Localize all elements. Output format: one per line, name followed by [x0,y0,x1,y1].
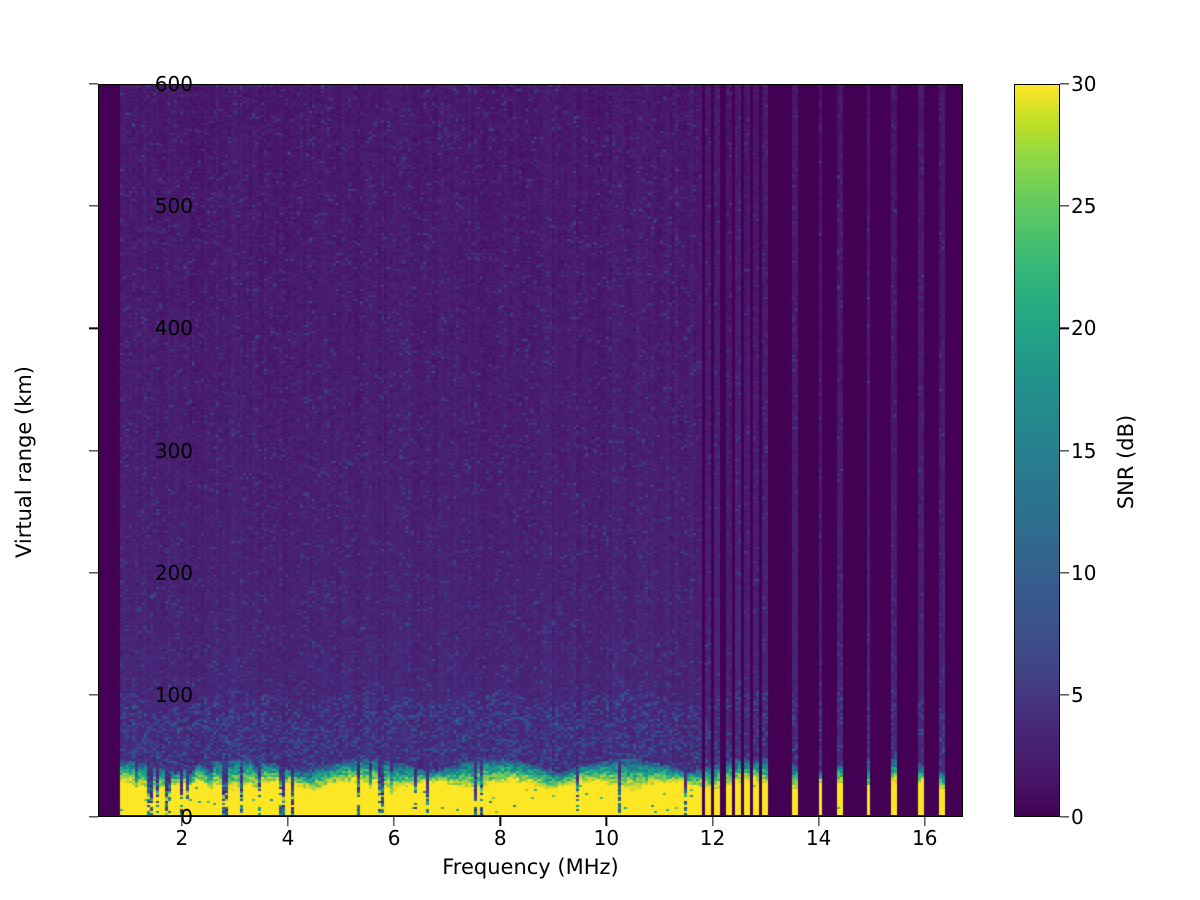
x-axis-label: Frequency (MHz) [442,855,619,879]
x-tick-mark [924,817,926,826]
colorbar-label: SNR (dB) [1114,414,1138,510]
colorbar-tick-mark [1060,816,1069,818]
x-tick-label: 16 [912,826,938,850]
x-tick-label: 10 [593,826,620,850]
colorbar-tick-mark [1060,694,1069,696]
x-tick-label: 8 [493,826,507,850]
y-axis-label: Virtual range (km) [12,365,36,559]
ionogram-plot-area [98,84,963,817]
ionogram-heatmap [99,85,961,815]
colorbar-tick-mark [1060,327,1069,329]
colorbar-gradient [1014,84,1060,817]
x-tick-mark [818,817,820,826]
colorbar-tick-label: 5 [1071,682,1084,707]
colorbar-tick-mark [1060,449,1069,452]
colorbar-tick-label: 20 [1071,316,1097,341]
x-tick-label: 6 [387,826,401,850]
x-tick-mark [499,817,501,826]
x-tick-mark [711,817,714,826]
x-tick-mark [605,817,608,826]
y-tick-label: 400 [154,316,193,341]
x-tick-mark [393,817,395,826]
y-tick-mark [89,449,98,452]
y-tick-mark [89,83,98,85]
y-tick-mark [89,572,98,574]
x-tick-label: 2 [175,826,189,850]
colorbar-tick-mark [1060,205,1069,207]
y-tick-label: 500 [154,194,193,219]
colorbar-tick-label: 10 [1071,560,1097,585]
x-tick-label: 4 [281,826,295,850]
colorbar-tick-mark [1060,572,1069,574]
y-tick-label: 200 [154,560,193,585]
colorbar-tick-label: 15 [1071,438,1097,463]
x-tick-mark [181,817,183,826]
colorbar-tick-label: 0 [1071,805,1084,829]
x-tick-label: 14 [805,826,832,850]
y-tick-mark [89,816,98,818]
y-tick-label: 600 [154,72,193,96]
y-tick-mark [89,694,98,696]
y-tick-label: 100 [154,682,193,707]
colorbar-tick-mark [1060,83,1069,85]
y-tick-mark [89,327,98,329]
y-tick-mark [89,205,98,207]
colorbar-tick-label: 30 [1071,72,1097,96]
y-tick-label: 0 [180,805,193,829]
y-tick-label: 300 [154,438,193,463]
x-tick-label: 12 [699,826,726,850]
colorbar-tick-label: 25 [1071,194,1097,219]
x-tick-mark [287,817,289,826]
